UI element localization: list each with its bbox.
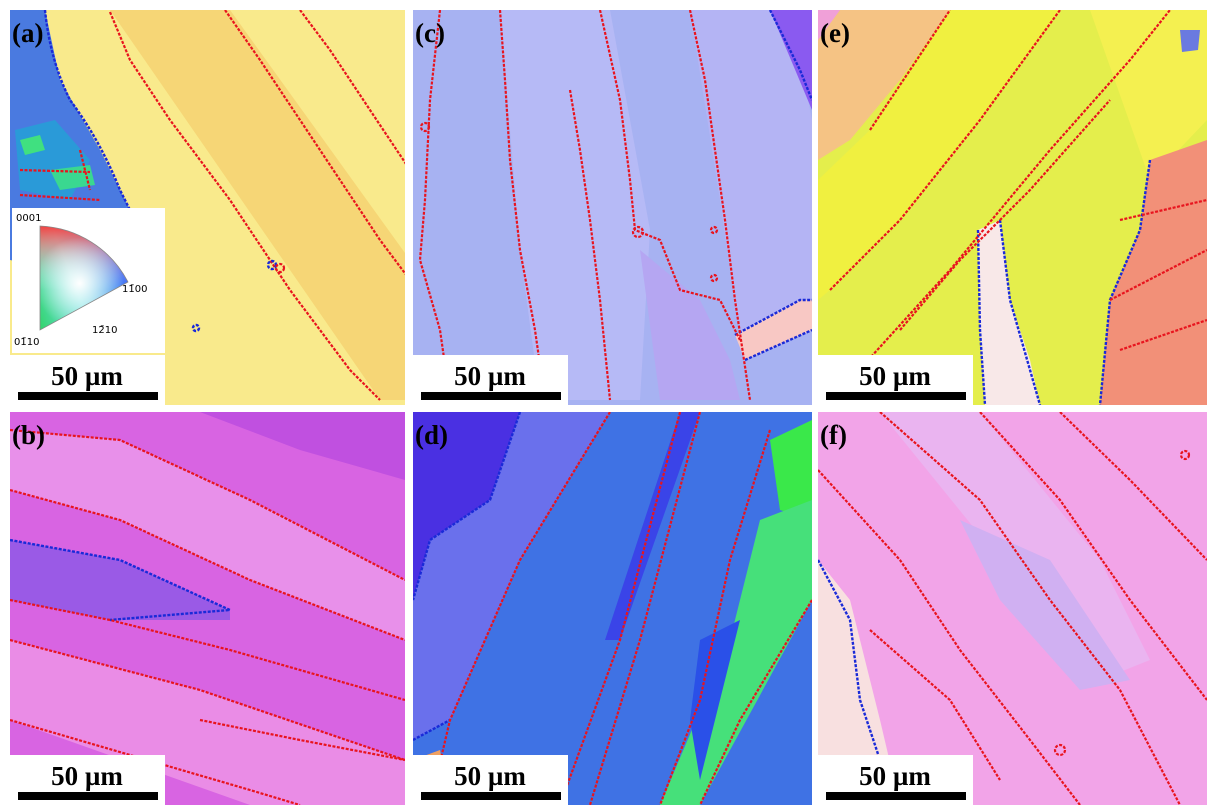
figure: 0001 11̄00 01̄10 12̄10 xyxy=(0,0,1207,805)
panel-label: (c) xyxy=(415,18,445,48)
scale-bar-label: 50 µm xyxy=(859,361,931,391)
legend-label: 01̄10 xyxy=(14,337,39,348)
map-a: 0001 11̄00 01̄10 12̄10 xyxy=(10,10,410,405)
legend-label: 11̄00 xyxy=(122,284,147,295)
map-b xyxy=(10,412,405,805)
scale-bar xyxy=(826,792,966,800)
scale-bar-label: 50 µm xyxy=(51,361,123,391)
legend-label: 12̄10 xyxy=(92,325,117,336)
scale-bar-label: 50 µm xyxy=(51,761,123,791)
scale-bar-label: 50 µm xyxy=(454,761,526,791)
scale-bar xyxy=(421,792,561,800)
panel-label: (a) xyxy=(12,18,43,48)
panel-label: (b) xyxy=(12,420,45,450)
scale-bar-label: 50 µm xyxy=(859,761,931,791)
scale-bar xyxy=(18,392,158,400)
scale-bar-label: 50 µm xyxy=(454,361,526,391)
panel-label: (f) xyxy=(820,420,847,450)
map-f xyxy=(818,412,1207,805)
scale-bar xyxy=(826,392,966,400)
map-d xyxy=(413,412,812,805)
panel-label: (d) xyxy=(415,420,448,450)
scale-bar xyxy=(18,792,158,800)
panel-label: (e) xyxy=(820,18,850,48)
map-c xyxy=(413,10,812,405)
legend-label: 0001 xyxy=(16,213,41,224)
scale-bar xyxy=(421,392,561,400)
map-e xyxy=(818,10,1207,405)
